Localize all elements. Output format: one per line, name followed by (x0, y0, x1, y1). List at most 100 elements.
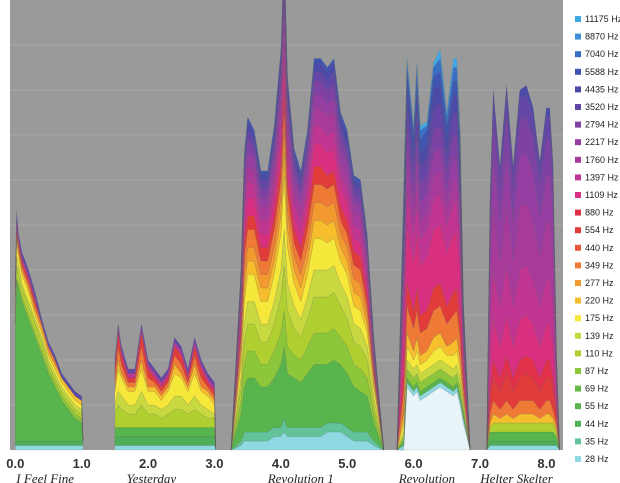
legend-swatch (575, 350, 581, 357)
legend-label: 55 Hz (585, 401, 609, 411)
song-label: Helter Skelter (479, 471, 553, 483)
area-layer (15, 211, 84, 442)
x-tick-label: 3.0 (205, 456, 223, 471)
legend-swatch (575, 456, 581, 462)
legend-swatch (575, 68, 581, 75)
legend-label: 175 Hz (585, 313, 614, 323)
legend-swatch (575, 280, 581, 286)
legend-swatch (575, 174, 581, 181)
legend-item: 1760 Hz (575, 155, 619, 165)
legend-label: 69 Hz (585, 384, 609, 394)
legend-label: 3520 Hz (585, 102, 619, 112)
song-label: Revolution 1 (267, 471, 334, 483)
legend-swatch (575, 121, 581, 128)
legend-item: 3520 Hz (575, 102, 619, 112)
song-segment (230, 0, 384, 451)
song-segment (15, 211, 84, 451)
area-layer (486, 445, 561, 451)
area-layer (114, 445, 217, 451)
area-layer (15, 256, 84, 442)
area-layer (486, 85, 560, 451)
song-labels: I Feel Fine Yesterday Revolution 1 Revoluti… (15, 471, 553, 483)
legend-label: 110 Hz (585, 348, 613, 358)
legend-item: 880 Hz (575, 208, 614, 218)
legend-item: 87 Hz (575, 366, 609, 376)
legend-item: 11175 Hz (575, 14, 620, 24)
legend-item: 69 Hz (575, 384, 609, 394)
legend-label: 11175 Hz (585, 14, 620, 24)
legend-item: 139 Hz (575, 331, 614, 341)
legend-swatch (575, 104, 581, 110)
legend-label: 880 Hz (585, 208, 614, 218)
legend-label: 28 Hz (585, 454, 609, 464)
legend-swatch (575, 403, 581, 410)
legend-label: 8870 Hz (585, 32, 619, 42)
legend-label: 35 Hz (585, 436, 609, 446)
legend-item: 220 Hz (575, 296, 614, 306)
area-layer (15, 265, 84, 442)
x-axis: 0.0 1.0 2.0 3.0 4.0 5.0 6.0 7.0 8.0 (6, 456, 555, 471)
legend-swatch (575, 209, 581, 216)
legend-label: 139 Hz (585, 331, 614, 341)
x-tick-label: 5.0 (338, 456, 356, 471)
song-segment (486, 85, 561, 451)
legend-label: 2217 Hz (585, 137, 619, 147)
legend-swatch (575, 332, 581, 339)
x-tick-label: 1.0 (73, 456, 91, 471)
legend-item: 7040 Hz (575, 49, 619, 59)
legend-item: 4435 Hz (575, 84, 619, 94)
legend-label: 5588 Hz (585, 67, 619, 77)
legend-swatch (575, 192, 581, 198)
legend-swatch (575, 51, 581, 58)
legend-label: 1109 Hz (585, 190, 618, 200)
legend-item: 277 Hz (575, 278, 614, 288)
legend-item: 28 Hz (575, 454, 609, 464)
legend-swatch (575, 420, 581, 427)
legend-item: 349 Hz (575, 260, 614, 270)
legend-swatch (575, 385, 581, 392)
x-tick-label: 7.0 (471, 456, 489, 471)
area-layer (396, 48, 471, 451)
legend-swatch (575, 16, 581, 22)
song-segment (114, 323, 217, 451)
legend: 11175 Hz 8870 Hz 7040 Hz 5588 Hz 4435 Hz 3520… (575, 14, 620, 464)
legend-item: 1397 Hz (575, 172, 619, 182)
legend-item: 8870 Hz (575, 32, 619, 42)
x-tick-label: 0.0 (6, 456, 24, 471)
legend-item: 55 Hz (575, 401, 609, 411)
legend-item: 175 Hz (575, 313, 614, 323)
song-label: I Feel Fine (15, 471, 74, 483)
song-label: Revolution (398, 471, 455, 483)
x-tick-label: 2.0 (139, 456, 157, 471)
legend-label: 2794 Hz (585, 120, 619, 130)
legend-label: 44 Hz (585, 419, 609, 429)
legend-label: 440 Hz (585, 243, 614, 253)
legend-item: 554 Hz (575, 225, 614, 235)
legend-label: 554 Hz (585, 225, 614, 235)
stacked-areas (15, 0, 561, 451)
area-layer (230, 0, 384, 451)
legend-label: 7040 Hz (585, 49, 619, 59)
area-layer (15, 238, 84, 442)
legend-item: 5588 Hz (575, 67, 619, 77)
legend-label: 277 Hz (585, 278, 614, 288)
legend-swatch (575, 227, 581, 234)
legend-item: 1109 Hz (575, 190, 618, 200)
x-tick-label: 4.0 (272, 456, 290, 471)
legend-item: 440 Hz (575, 243, 614, 253)
legend-item: 35 Hz (575, 436, 609, 446)
legend-swatch (575, 297, 581, 304)
legend-swatch (575, 139, 581, 146)
legend-label: 220 Hz (585, 296, 614, 306)
legend-item: 44 Hz (575, 419, 609, 429)
legend-swatch (575, 315, 581, 322)
legend-swatch (575, 244, 581, 251)
area-layer (15, 242, 84, 442)
x-tick-label: 8.0 (537, 456, 555, 471)
area-layer (15, 440, 84, 446)
legend-swatch (575, 438, 581, 445)
legend-item: 2217 Hz (575, 137, 619, 147)
legend-label: 87 Hz (585, 366, 609, 376)
legend-swatch (575, 262, 581, 269)
